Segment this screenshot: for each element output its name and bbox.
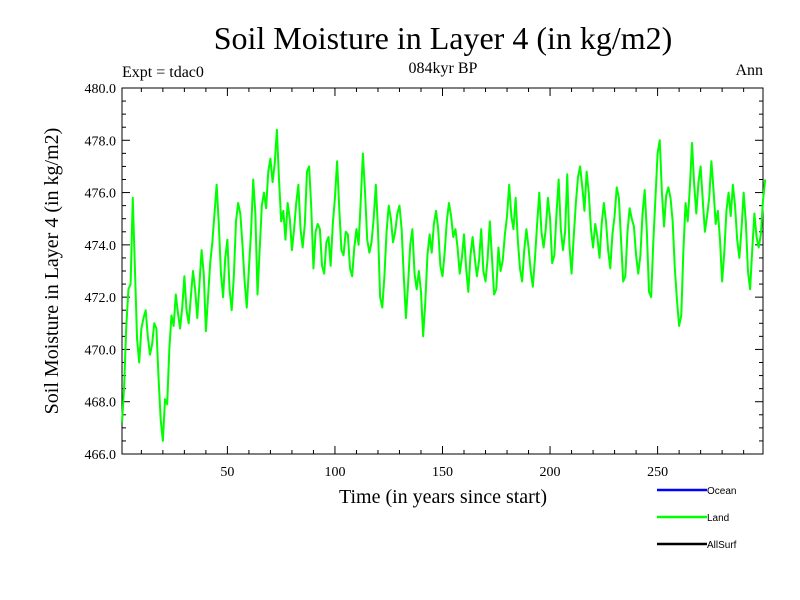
experiment-label: Expt = tdac0 bbox=[122, 64, 204, 81]
legend-land-label: Land bbox=[707, 513, 729, 524]
x-axis-label: Time (in years since start) bbox=[339, 486, 547, 508]
x-tick-label: 200 bbox=[540, 465, 561, 480]
legend-ocean-label: Ocean bbox=[707, 486, 736, 497]
land-series-line bbox=[121, 128, 767, 442]
x-tick-label: 100 bbox=[324, 465, 345, 480]
y-axis-label: Soil Moisture in Layer 4 (in kg/m2) bbox=[41, 128, 63, 415]
y-axis-ticks: 466.0 468.0 470.0 472.0 474.0 476.0 478.0 480.0 bbox=[85, 82, 763, 463]
chart-subtitle: 084kyr BP bbox=[409, 60, 478, 77]
y-tick-label: 478.0 bbox=[85, 134, 117, 149]
y-tick-label: 476.0 bbox=[85, 187, 117, 202]
y-tick-label: 480.0 bbox=[85, 82, 117, 97]
y-tick-label: 470.0 bbox=[85, 343, 117, 358]
season-label: Ann bbox=[735, 62, 763, 79]
x-tick-label: 250 bbox=[647, 465, 668, 480]
y-tick-label: 472.0 bbox=[85, 291, 117, 306]
x-axis-ticks: 50 100 150 200 250 bbox=[140, 88, 745, 480]
x-tick-label: 150 bbox=[432, 465, 453, 480]
chart-title: Soil Moisture in Layer 4 (in kg/m2) bbox=[214, 20, 673, 56]
y-tick-label: 468.0 bbox=[85, 396, 117, 411]
y-tick-label: 474.0 bbox=[85, 239, 117, 254]
y-tick-label: 466.0 bbox=[85, 448, 117, 463]
legend: Ocean Land AllSurf bbox=[657, 486, 737, 551]
legend-allsurf-label: AllSurf bbox=[707, 540, 737, 551]
x-tick-label: 50 bbox=[220, 465, 234, 480]
